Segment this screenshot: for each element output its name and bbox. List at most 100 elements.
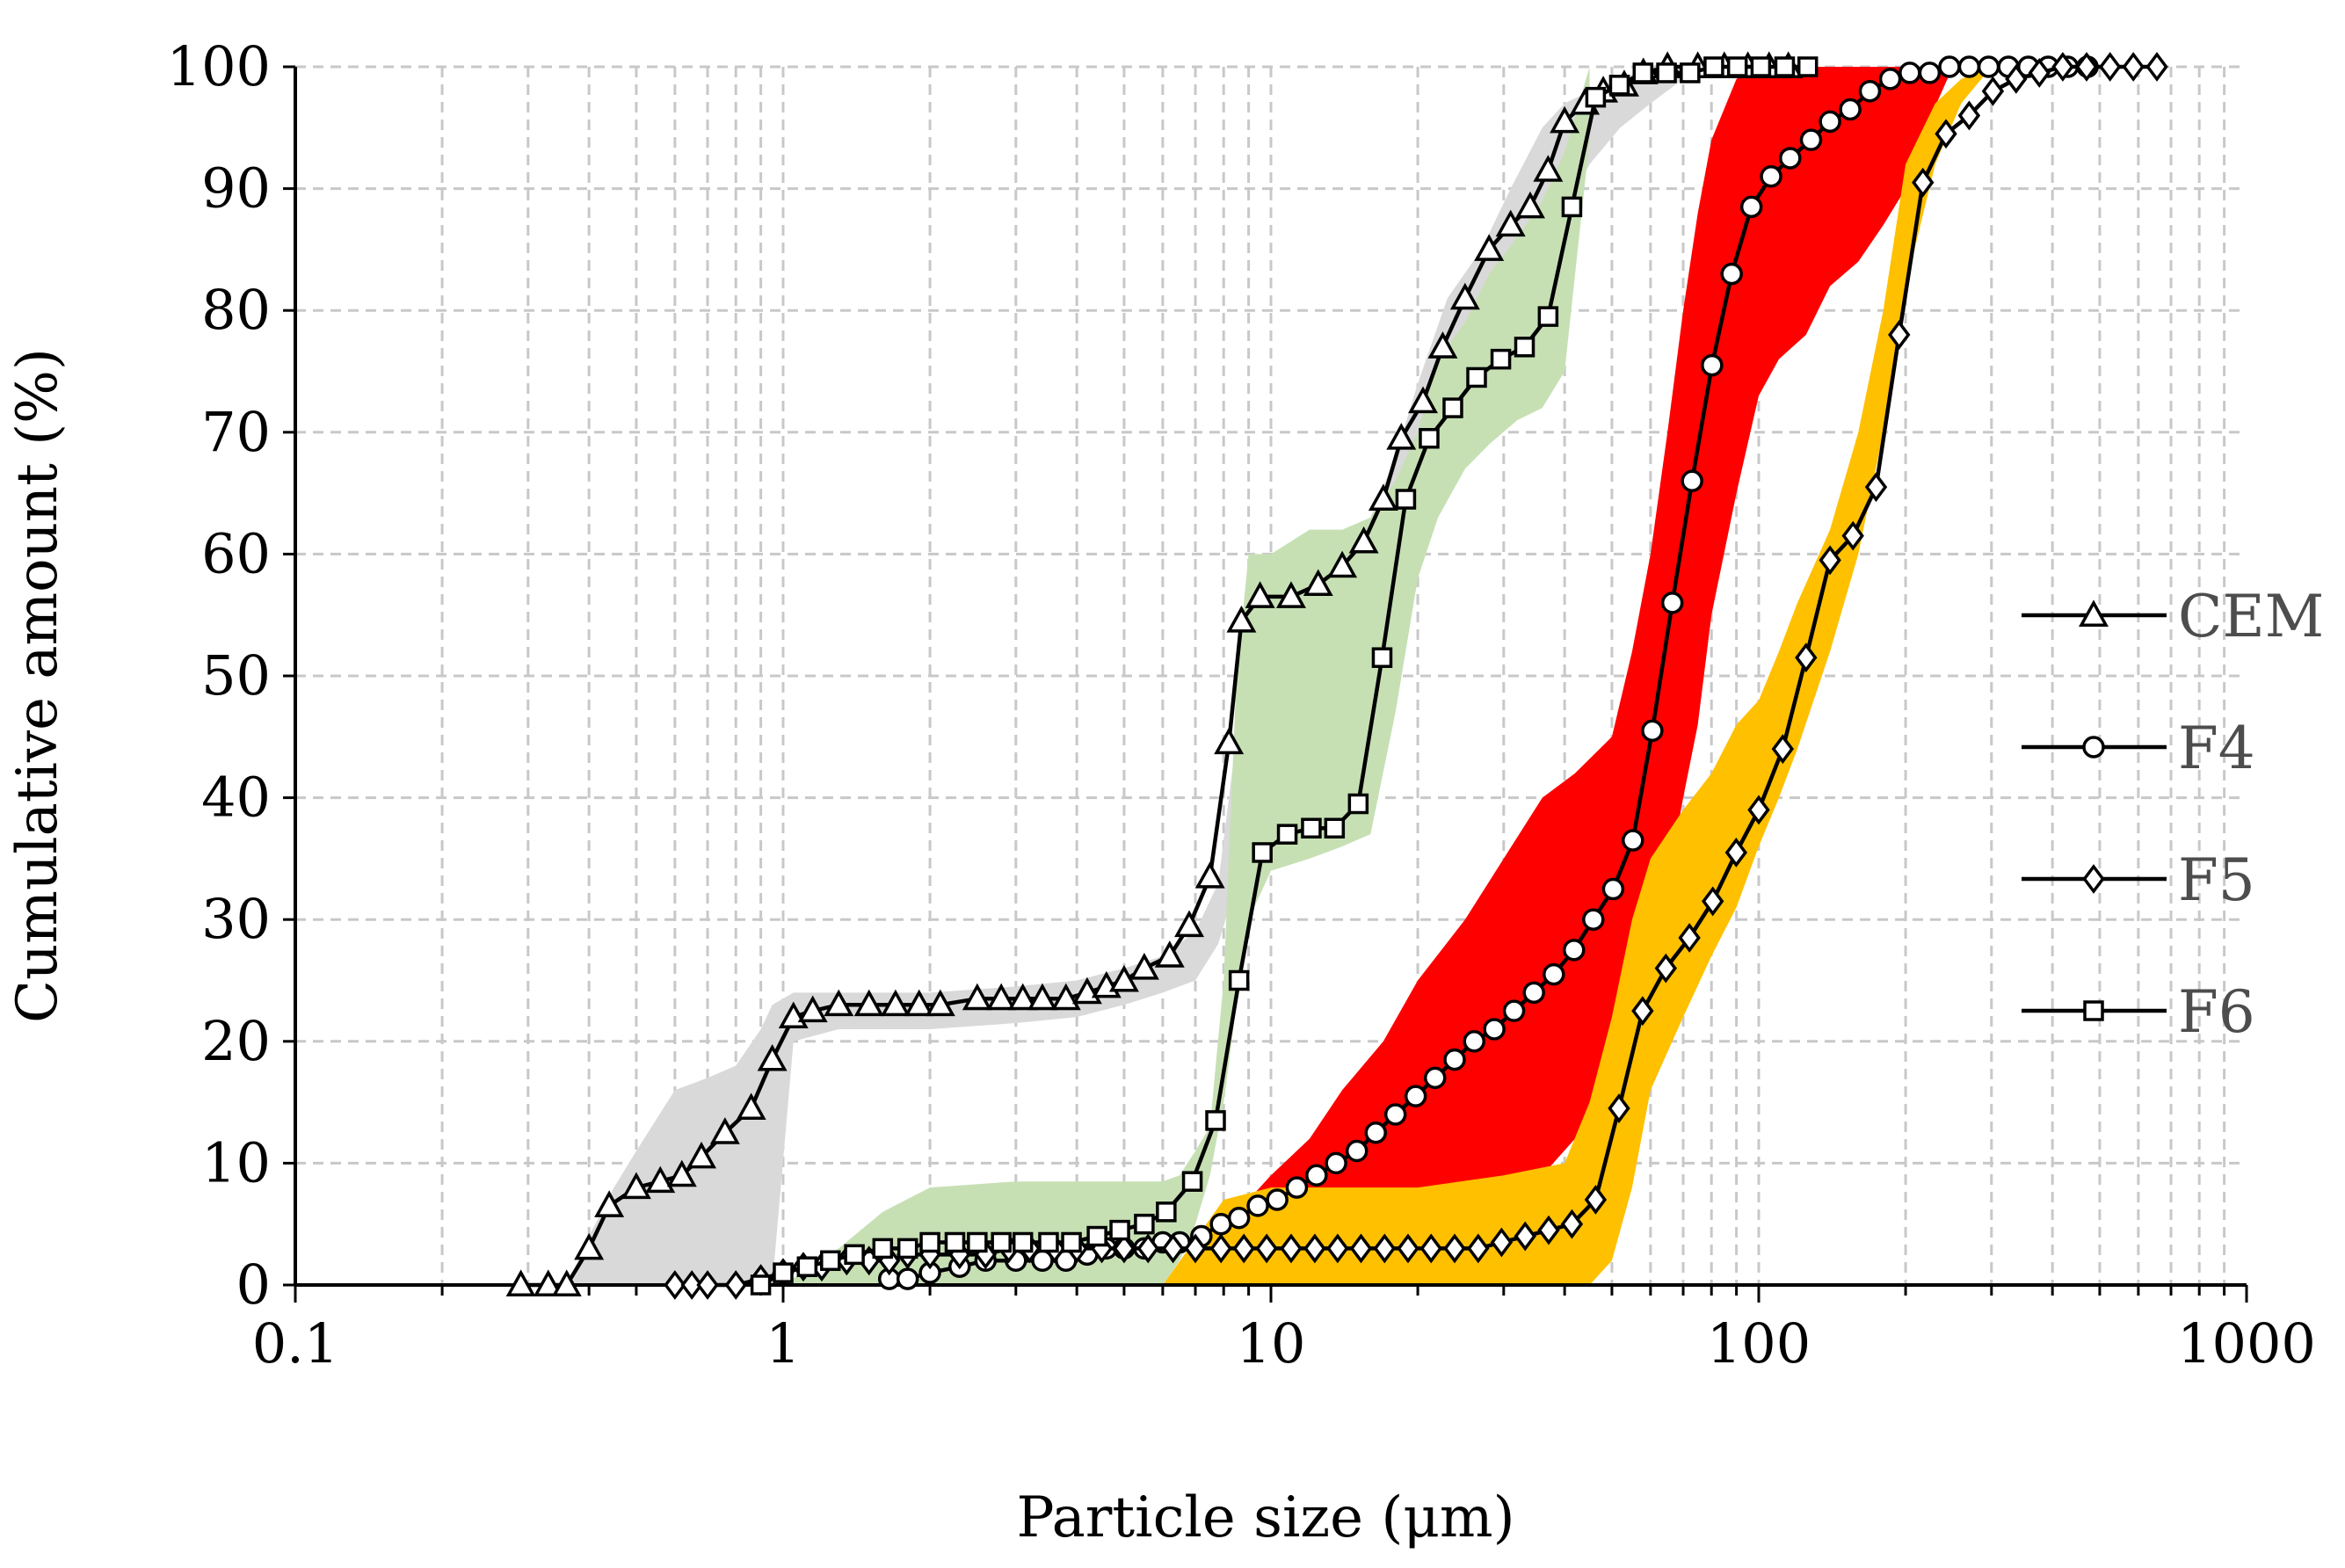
legend: CEM F4 F5 F6 (2022, 583, 2324, 1046)
data-point (1408, 386, 1438, 414)
data-point (1641, 719, 1664, 743)
data-point (1680, 62, 1701, 83)
data-point (1255, 1233, 1278, 1264)
data-point (904, 989, 934, 1017)
data-point (1550, 105, 1580, 134)
data-point (1467, 1233, 1490, 1264)
data-point (1027, 983, 1057, 1011)
y-tick-label: 80 (201, 278, 271, 342)
data-point (664, 1270, 686, 1300)
data-point (1324, 817, 1346, 838)
data-point (1327, 550, 1358, 578)
data-point (967, 1231, 988, 1253)
data-point (1747, 795, 1770, 825)
data-point (1799, 128, 1823, 151)
data-point (1608, 1093, 1630, 1123)
data-point (1878, 68, 1902, 91)
data-point (1442, 397, 1463, 418)
data-point (1368, 483, 1398, 511)
axes (283, 65, 2248, 1303)
data-point (1560, 1209, 1584, 1239)
data-point (645, 1165, 676, 1194)
data-point (1702, 886, 1724, 917)
legend-label: F5 (2178, 846, 2255, 914)
data-point (1395, 489, 1417, 510)
data-point (1654, 953, 1677, 984)
data-point (696, 1270, 719, 1300)
legend-label: F6 (2178, 978, 2255, 1046)
legend-item-f6: F6 (2022, 978, 2255, 1046)
data-point (991, 1231, 1012, 1253)
data-point (1819, 545, 1841, 576)
data-point (1957, 100, 1981, 131)
data-point (1584, 1185, 1608, 1215)
data-point (736, 1093, 766, 1120)
data-point (1038, 1231, 1059, 1253)
data-point (1608, 75, 1630, 96)
data-point (1797, 56, 1819, 77)
data-point (797, 995, 828, 1023)
data-point (1275, 581, 1306, 608)
data-point (709, 1117, 740, 1144)
data-point (1514, 337, 1536, 358)
data-point (1981, 76, 2005, 106)
series-f6 (750, 56, 1819, 1296)
data-point (1154, 940, 1185, 968)
data-point (1266, 1188, 1289, 1211)
data-point (896, 1267, 919, 1290)
tick-labels: 0.1 1 10 100 1000 0 10 20 30 40 50 60 70 80 90 100 (167, 34, 2316, 1376)
data-point (1912, 167, 1935, 198)
data-point (1502, 999, 1526, 1022)
data-point (919, 1231, 940, 1253)
legend-item-f4: F4 (2022, 715, 2255, 782)
data-point (1209, 1212, 1232, 1236)
data-point (824, 989, 854, 1017)
data-point (1703, 56, 1724, 77)
data-point (2082, 736, 2105, 759)
data-point (1724, 838, 1748, 867)
data-point (1463, 1030, 1485, 1053)
data-point (1443, 1048, 1466, 1071)
data-point (621, 1172, 651, 1200)
data-point (1888, 320, 1911, 350)
data-point (1109, 1219, 1130, 1241)
data-point (2079, 599, 2109, 627)
data-point (1419, 427, 1440, 449)
data-point (1326, 1233, 1349, 1264)
data-point (1631, 996, 1654, 1027)
data-point (2145, 52, 2168, 82)
data-point (1750, 56, 1772, 77)
data-point (1864, 472, 1888, 503)
data-point (2005, 63, 2028, 94)
data-point (853, 989, 884, 1017)
y-tick-label: 10 (201, 1130, 271, 1194)
data-point (1086, 1225, 1107, 1247)
data-point (1537, 1215, 1560, 1245)
grid (295, 65, 2247, 1285)
data-point (1276, 824, 1298, 845)
data-point (1760, 164, 1782, 188)
data-point (796, 1256, 818, 1277)
data-point (1419, 1233, 1442, 1264)
y-tick-label: 50 (201, 643, 271, 708)
data-point (1345, 1139, 1369, 1163)
data-point (1656, 62, 1677, 83)
data-point (1622, 829, 1644, 852)
data-point (1301, 817, 1322, 838)
data-point (1174, 910, 1205, 938)
data-point (1012, 1231, 1034, 1253)
data-point (1681, 469, 1703, 492)
data-point (1522, 981, 1545, 1005)
data-point (1582, 908, 1605, 931)
data-point (1601, 877, 1625, 901)
data-point (1156, 1201, 1177, 1223)
x-tick-label: 1000 (2177, 1311, 2316, 1376)
data-point (1490, 348, 1512, 370)
data-point (944, 1231, 966, 1253)
x-tick-label: 0.1 (252, 1311, 339, 1376)
legend-item-f5: F5 (2022, 846, 2255, 914)
data-point (1720, 262, 1743, 286)
data-point (1495, 209, 1526, 237)
data-point (1214, 727, 1245, 755)
